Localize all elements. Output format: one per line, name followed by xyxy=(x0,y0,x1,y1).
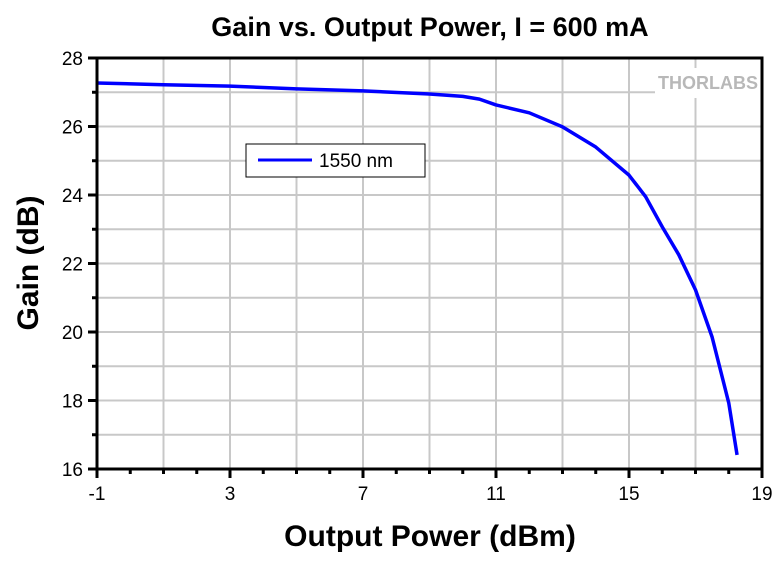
x-tick-label: 3 xyxy=(225,484,236,505)
thorlabs-logo: THORLABS xyxy=(655,68,761,98)
y-tick-label: 20 xyxy=(62,323,83,344)
x-tick-label: 15 xyxy=(618,484,639,505)
x-tick-label: 7 xyxy=(358,484,369,505)
x-tick-label: 19 xyxy=(751,484,772,505)
y-tick-label: 26 xyxy=(62,118,83,139)
legend: 1550 nm xyxy=(246,144,425,177)
grid xyxy=(97,58,762,469)
y-axis-label: Gain (dB) xyxy=(12,196,45,331)
y-tick-label: 18 xyxy=(62,392,83,413)
y-tick-label: 16 xyxy=(62,460,83,481)
y-tick-label: 24 xyxy=(62,186,84,207)
x-tick-label: -1 xyxy=(89,484,106,505)
chart-title: Gain vs. Output Power, I = 600 mA xyxy=(211,12,648,42)
series-line-1550-nm xyxy=(97,83,737,455)
svg-text:THORLABS: THORLABS xyxy=(658,73,758,93)
y-tick-label: 28 xyxy=(62,49,83,70)
x-axis-label: Output Power (dBm) xyxy=(284,520,576,553)
y-tick-label: 22 xyxy=(62,255,83,276)
x-tick-label: 11 xyxy=(486,484,506,505)
legend-label: 1550 nm xyxy=(319,151,393,172)
